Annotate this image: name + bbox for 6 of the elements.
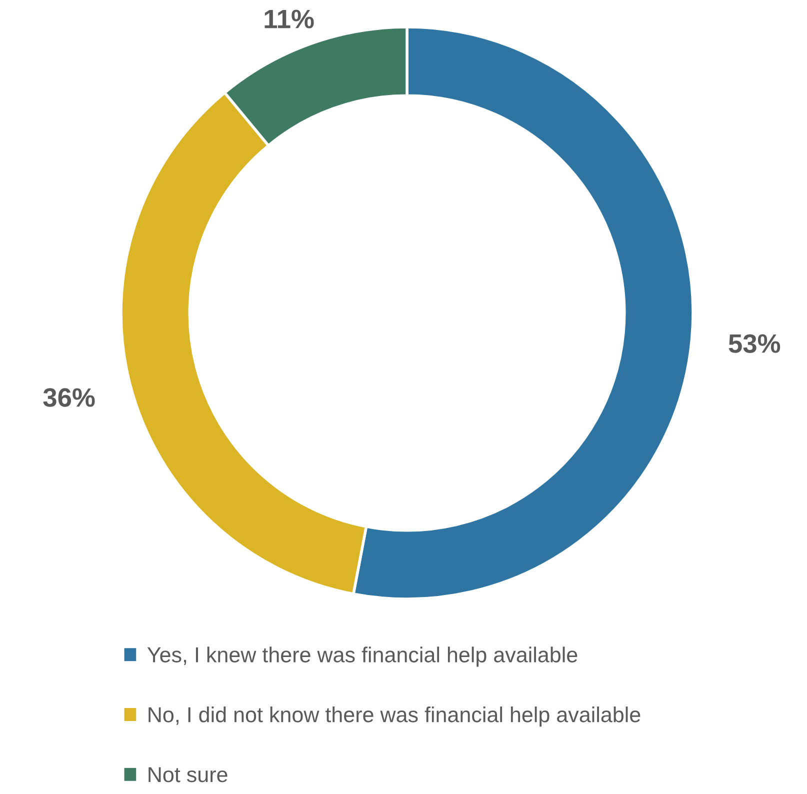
legend-label: No, I did not know there was financial help available bbox=[148, 706, 640, 727]
legend-label: Not sure bbox=[148, 767, 228, 782]
data-label: 53% bbox=[728, 334, 780, 353]
legend-label: Yes, I knew there was financial help available bbox=[147, 646, 578, 667]
data-label: 11% bbox=[264, 10, 314, 28]
data-label: 36% bbox=[43, 388, 95, 407]
